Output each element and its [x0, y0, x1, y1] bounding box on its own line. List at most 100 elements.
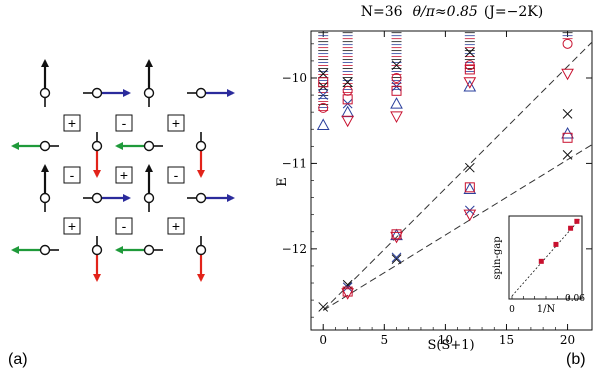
- point-square: [464, 182, 475, 193]
- point-triangle-up: [316, 118, 330, 130]
- y-tick-label: −11: [282, 156, 307, 170]
- plaquette-box: [115, 114, 133, 132]
- point-square: [464, 64, 475, 75]
- site-circle: [195, 192, 207, 204]
- point-square: [342, 94, 353, 105]
- point-circle: [342, 85, 353, 96]
- plaquette-sign: +: [172, 218, 180, 234]
- chart-title: N=36 θ/π≈0.85 (J=−2K): [361, 4, 543, 20]
- point-x: [464, 47, 475, 58]
- inset-point: [574, 218, 580, 224]
- point-x: [318, 90, 329, 100]
- point-square: [391, 85, 402, 96]
- site-circle: [39, 244, 51, 256]
- point-square: [318, 77, 329, 88]
- inset-point: [553, 241, 559, 247]
- chart-title-theta: θ/π≈0.85: [413, 4, 478, 20]
- y-tick-label: −10: [282, 71, 307, 85]
- point-triangle-up: [463, 182, 477, 195]
- y-axis-label: E: [275, 177, 290, 187]
- site-circle: [39, 87, 51, 99]
- plaquette-box: [63, 114, 81, 132]
- point-x: [562, 150, 573, 160]
- fit-lines: [322, 41, 593, 311]
- inset-y-label: spin-gap: [492, 236, 503, 279]
- inset-point: [538, 258, 544, 264]
- site-circle: [143, 140, 155, 152]
- plaquette-box: [63, 166, 81, 184]
- point-x: [342, 77, 353, 88]
- site-circle: [195, 140, 207, 152]
- x-tick-label: 15: [499, 333, 514, 347]
- point-triangle-up: [390, 228, 403, 241]
- panel-a-label: (a): [8, 351, 28, 368]
- point-x: [391, 60, 402, 71]
- point-x: [318, 68, 329, 79]
- site-circle: [143, 244, 155, 256]
- spin-gap-inset: 1/N spin-gap 0 0.06: [492, 215, 585, 315]
- point-x: [391, 252, 402, 263]
- inset-fit-line: [511, 218, 581, 297]
- plaquette-box: [167, 166, 185, 184]
- point-x: [464, 162, 475, 173]
- chart-title-n: N=36: [361, 4, 403, 20]
- point-triangle-down: [390, 111, 403, 123]
- point-circle: [391, 72, 402, 83]
- point-triangle-down: [390, 231, 403, 244]
- dense-spectrum-columns: [318, 32, 573, 111]
- plaquette-sign: -: [122, 218, 127, 234]
- data-points: [316, 38, 574, 312]
- plaquette-box: [115, 166, 133, 184]
- plaquette-sign: -: [70, 167, 75, 183]
- site-circle: [195, 244, 207, 256]
- inset-point: [568, 225, 574, 231]
- point-triangle-up: [390, 97, 403, 109]
- point-triangle-down: [561, 68, 574, 81]
- y-tick-label: −12: [282, 242, 307, 256]
- inset-x-label: 1/N: [537, 304, 556, 315]
- point-triangle-down: [463, 209, 477, 222]
- x-tick-label: 10: [438, 333, 453, 347]
- site-circle: [143, 87, 155, 99]
- site-circle: [91, 87, 103, 99]
- point-triangle-down: [341, 115, 354, 128]
- plaquette-box: [167, 217, 185, 235]
- plaquette-sign: -: [122, 115, 127, 131]
- dashed-fit-line: [322, 144, 593, 311]
- point-circle: [562, 38, 573, 49]
- inset-content: [511, 218, 581, 299]
- panel-a-spin-lattice: + - + - + - + - +: [11, 59, 235, 282]
- site-circle: [39, 140, 51, 152]
- point-square: [562, 132, 573, 143]
- x-tick-label: 0: [319, 333, 327, 347]
- plaquette-sign: +: [68, 115, 76, 131]
- inset-xtick-006: 0.06: [565, 294, 585, 304]
- x-axis-label: S(S+1): [427, 338, 474, 353]
- plaquette-sign: +: [68, 218, 76, 234]
- point-x: [318, 302, 329, 312]
- site-circle: [39, 192, 51, 204]
- site-circle: [91, 244, 103, 256]
- x-tick-label: 5: [380, 333, 388, 347]
- plaquette-sign: -: [174, 167, 179, 183]
- point-x: [562, 109, 573, 119]
- plaquette-sign: +: [120, 167, 128, 183]
- plaquette-box: [115, 217, 133, 235]
- panel-b-energy-spectrum: N=36 θ/π≈0.85 (J=−2K) 0 5 10 15 20 −10 −11 −12 S(…: [275, 4, 593, 353]
- site-circle: [143, 192, 155, 204]
- x-tick-label: 20: [560, 333, 575, 347]
- point-triangle-down: [341, 288, 354, 300]
- dashed-fit-line: [322, 41, 593, 311]
- axis-ticks: 0 5 10 15 20 −10 −11 −12: [282, 31, 592, 347]
- point-triangle-down: [463, 77, 477, 89]
- point-triangle-up: [463, 79, 477, 92]
- plaquette-sign: +: [172, 115, 180, 131]
- point-x: [342, 279, 353, 290]
- site-circle: [195, 87, 207, 99]
- inset-xtick-0: 0: [509, 305, 515, 315]
- site-circle: [91, 140, 103, 152]
- chart-title-suffix: (J=−2K): [484, 4, 543, 20]
- plaquette-box: [63, 217, 81, 235]
- plaquette-box: [167, 114, 185, 132]
